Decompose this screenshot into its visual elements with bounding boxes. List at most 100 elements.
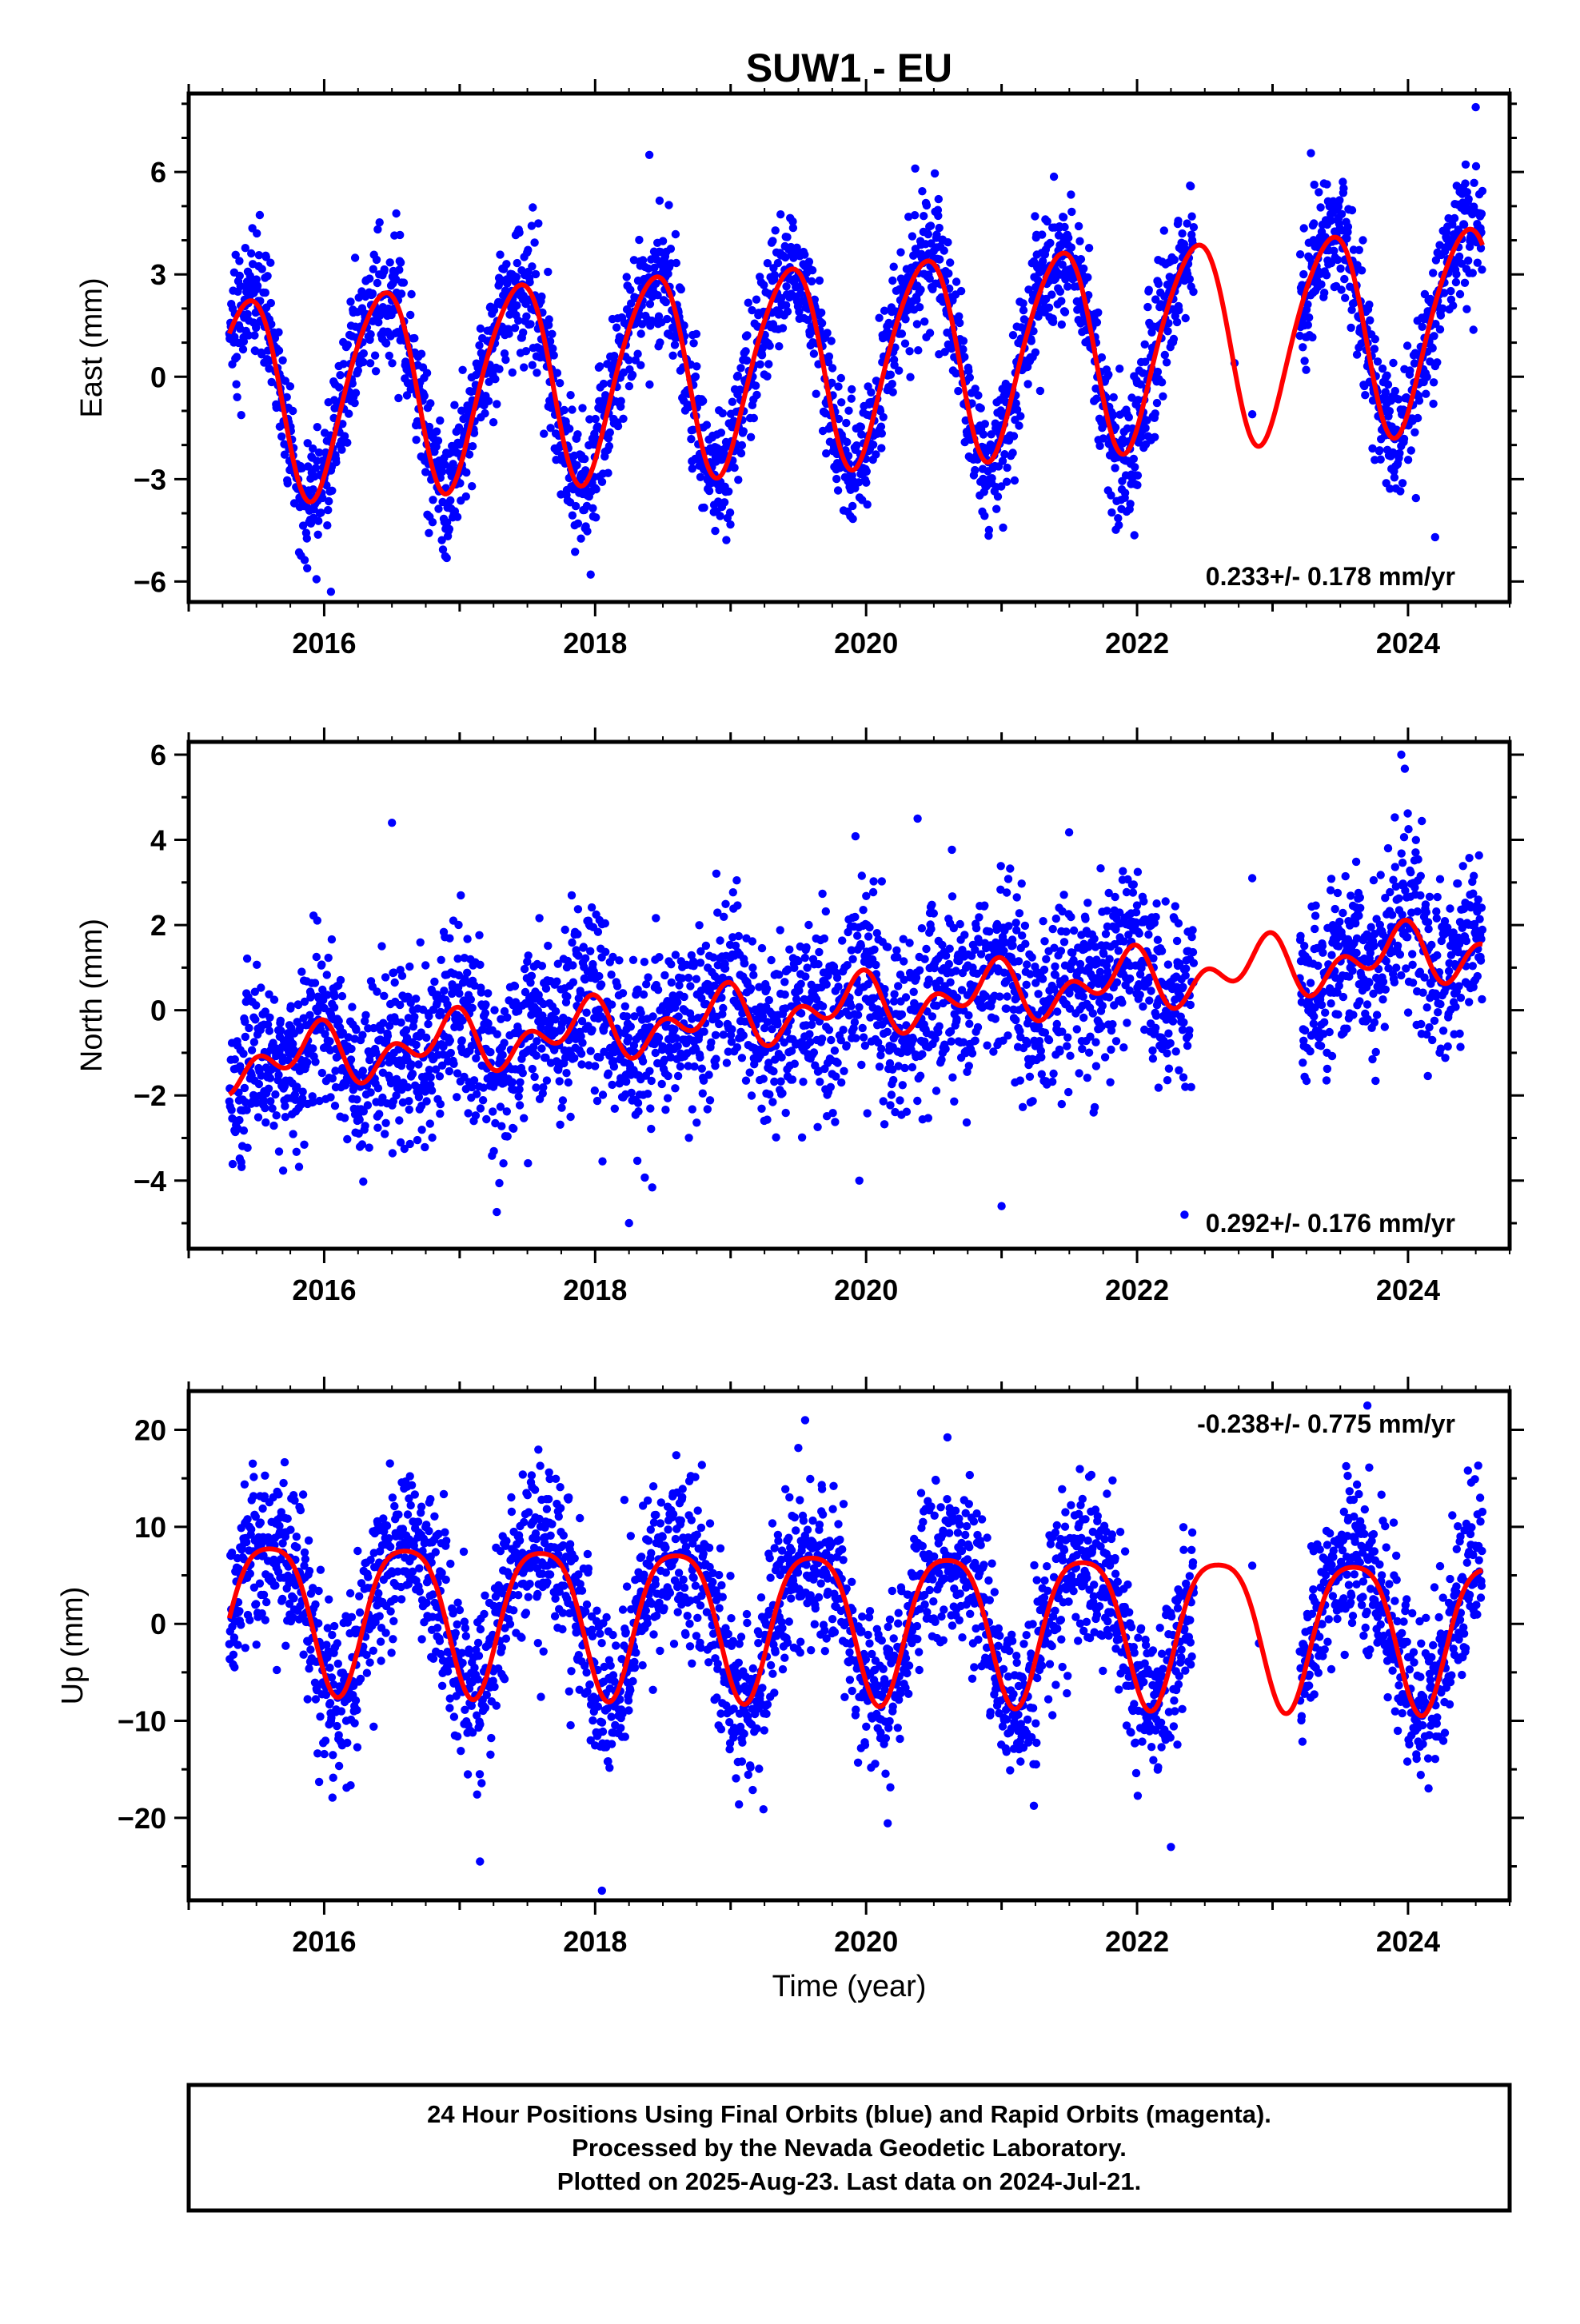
data-point [696, 1054, 704, 1062]
data-point [329, 1074, 337, 1082]
data-point [569, 979, 577, 987]
data-point [931, 169, 939, 177]
data-point [790, 964, 798, 972]
y-tick-label: −3 [134, 463, 166, 496]
data-point [680, 993, 688, 1001]
data-point [347, 1045, 355, 1053]
data-point [858, 871, 866, 879]
data-point [900, 957, 908, 965]
data-point [520, 363, 528, 371]
data-point [1003, 464, 1011, 472]
data-point [799, 1078, 807, 1086]
data-point [704, 1105, 712, 1113]
data-point [373, 256, 381, 264]
data-point [484, 989, 492, 997]
data-point [1361, 391, 1369, 399]
data-point [1121, 488, 1129, 496]
data-point [1131, 531, 1139, 539]
data-point [563, 992, 571, 1000]
data-point [577, 1060, 585, 1068]
data-point [636, 361, 644, 369]
data-point [446, 496, 454, 504]
data-point [900, 1064, 908, 1072]
data-point [688, 1105, 696, 1113]
data-point [561, 926, 569, 934]
data-point [752, 391, 760, 399]
data-point [317, 960, 325, 968]
data-point [1436, 325, 1444, 333]
data-point [859, 1024, 867, 1032]
data-point [479, 1096, 487, 1104]
data-point [515, 1092, 523, 1100]
data-point [671, 341, 679, 349]
data-point [805, 1030, 813, 1038]
data-point [776, 926, 784, 934]
data-point [889, 388, 897, 396]
data-point [777, 1053, 785, 1061]
data-point [331, 1102, 339, 1110]
data-point [822, 449, 830, 457]
data-point [910, 988, 918, 996]
data-point [1098, 353, 1106, 361]
data-point [703, 421, 711, 429]
data-point [624, 1034, 632, 1042]
data-point [530, 238, 538, 246]
data-point [1131, 463, 1139, 471]
data-point [664, 1094, 672, 1102]
data-point [516, 1078, 524, 1086]
data-point [1469, 269, 1477, 277]
data-point [489, 418, 497, 426]
data-point [429, 518, 437, 526]
data-point [574, 520, 582, 528]
data-point [926, 329, 934, 337]
data-point [720, 498, 728, 506]
data-point [520, 1114, 528, 1122]
data-point [274, 1070, 282, 1078]
data-point [481, 1009, 489, 1017]
data-point [594, 928, 602, 936]
data-point [837, 398, 845, 406]
data-point [698, 1065, 706, 1073]
data-point [764, 360, 772, 368]
data-point [271, 1090, 279, 1098]
data-point [1371, 345, 1379, 353]
data-point [1375, 446, 1383, 454]
data-points-north [225, 751, 1487, 1227]
data-point [736, 364, 744, 372]
data-point [289, 407, 297, 415]
data-point [908, 232, 916, 240]
data-point [633, 350, 641, 358]
data-point [361, 1122, 369, 1130]
data-point [275, 346, 283, 354]
data-point [497, 1122, 505, 1130]
data-point [424, 1020, 432, 1028]
data-point [481, 409, 489, 417]
data-point [453, 1093, 461, 1101]
data-point [529, 1065, 537, 1073]
data-point [1478, 187, 1486, 195]
data-point [924, 230, 932, 238]
data-point [1347, 324, 1355, 332]
data-point [529, 203, 537, 211]
data-point [775, 342, 783, 350]
data-point [776, 1078, 784, 1086]
data-point [1323, 180, 1331, 188]
data-point [791, 1060, 799, 1068]
plot-frame-east [189, 94, 1510, 602]
data-point [318, 1069, 326, 1077]
data-point [687, 435, 695, 443]
data-point [758, 351, 766, 359]
y-tick-label: −6 [134, 565, 166, 598]
data-point [1175, 306, 1183, 314]
data-point [537, 1044, 545, 1052]
data-point [895, 366, 903, 374]
data-point [1153, 399, 1161, 407]
data-point [247, 249, 255, 257]
data-point [229, 1160, 237, 1168]
data-point [788, 1075, 796, 1083]
data-point [1384, 381, 1392, 389]
data-point [936, 1022, 944, 1030]
data-point [920, 955, 928, 963]
data-point [737, 449, 745, 457]
